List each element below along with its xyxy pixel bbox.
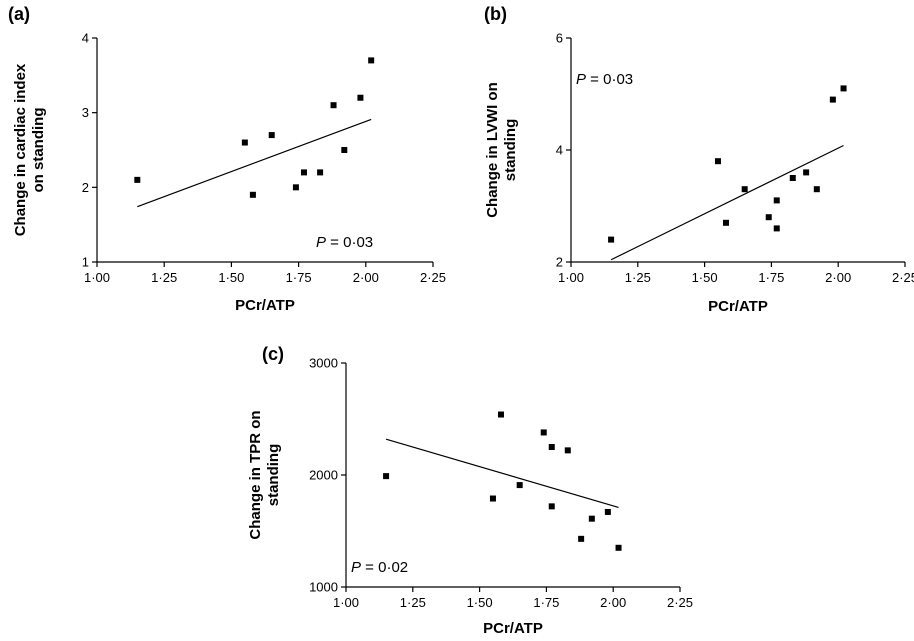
data-point xyxy=(489,495,496,502)
data-point xyxy=(829,96,836,103)
data-point xyxy=(300,169,307,176)
data-point xyxy=(773,197,780,204)
y-tick-label: 2 xyxy=(556,255,563,270)
data-point xyxy=(368,57,375,64)
p-value-symbol: P xyxy=(316,234,326,251)
x-tick-label: 1·00 xyxy=(84,270,110,285)
y-axis-title-line: Change in TPR on xyxy=(247,410,264,539)
x-tick-label: 1·25 xyxy=(400,595,426,610)
data-point xyxy=(588,515,595,522)
data-point xyxy=(714,158,721,165)
p-value-text: = 0·02 xyxy=(361,559,408,576)
y-tick-label: 4 xyxy=(82,31,89,46)
data-point xyxy=(741,186,748,193)
data-point xyxy=(540,429,547,436)
x-tick-label: 1·50 xyxy=(467,595,493,610)
p-value-annotation: P = 0·03 xyxy=(316,234,373,251)
data-point xyxy=(548,444,555,450)
y-axis-title-line: Change in LVWI on xyxy=(484,82,501,218)
p-value-text: = 0·03 xyxy=(326,234,373,251)
p-value-text: = 0·03 xyxy=(586,71,633,88)
data-point xyxy=(317,169,324,176)
x-axis-title: PCr/ATP xyxy=(708,298,768,315)
y-tick-label: 3000 xyxy=(309,356,338,371)
data-point xyxy=(813,186,820,193)
y-axis-title-line: standing xyxy=(265,444,282,507)
data-point xyxy=(615,544,622,551)
data-point xyxy=(564,447,571,454)
x-tick-label: 1·50 xyxy=(692,270,718,285)
p-value-annotation: P = 0·02 xyxy=(351,559,408,576)
data-point xyxy=(608,236,615,243)
data-point xyxy=(803,169,810,176)
x-tick-label: 1·00 xyxy=(333,595,359,610)
panel-c: (c) 1000 2000 3000 1·00 1·25 1·50 1·75 2·00 2·25 P… xyxy=(247,344,693,637)
panel-a: (a) 1 2 3 4 1·00 1·25 1·50 1·75 2·00 2·25 PCr/ATP Ch… xyxy=(8,4,446,314)
x-tick-label: 1·50 xyxy=(218,270,244,285)
x-tick-label: 2·25 xyxy=(667,595,693,610)
y-tick-label: 6 xyxy=(556,31,563,46)
y-tick-label: 4 xyxy=(556,143,563,158)
data-point xyxy=(548,503,555,510)
x-tick-label: 2·00 xyxy=(600,595,626,610)
x-tick-label: 1·75 xyxy=(533,595,559,610)
data-point xyxy=(341,147,348,153)
data-point xyxy=(722,219,729,226)
y-axis-title-line: on standing xyxy=(30,108,47,193)
y-axis-title-line: Change in cardiac index xyxy=(12,63,29,236)
data-point xyxy=(773,225,780,232)
p-value-annotation: P = 0·03 xyxy=(576,71,633,88)
x-tick-label: 2·00 xyxy=(825,270,851,285)
x-tick-label: 1·25 xyxy=(151,270,177,285)
data-point xyxy=(578,535,585,542)
data-point xyxy=(134,176,141,183)
y-tick-label: 2000 xyxy=(309,468,338,483)
data-point xyxy=(241,139,248,146)
x-tick-label: 1·25 xyxy=(625,270,651,285)
y-axis-title-line: standing xyxy=(502,119,519,182)
p-value-symbol: P xyxy=(351,559,361,576)
x-axis-title: PCr/ATP xyxy=(483,620,543,637)
data-point xyxy=(330,102,337,109)
data-point xyxy=(765,214,772,221)
x-tick-label: 2·25 xyxy=(892,270,914,285)
x-tick-label: 2·25 xyxy=(420,270,446,285)
panel-b: (b) 2 4 6 1·00 1·25 1·50 1·75 2·00 2·25 PCr/ATP Cha… xyxy=(484,4,914,315)
regression-line xyxy=(137,118,372,208)
data-point xyxy=(292,184,299,191)
y-tick-label: 2 xyxy=(82,180,89,195)
y-tick-label: 1000 xyxy=(309,580,338,595)
panel-label: (a) xyxy=(8,4,30,24)
p-value-symbol: P xyxy=(576,71,586,88)
y-tick-label: 3 xyxy=(82,105,89,120)
data-point xyxy=(383,473,390,480)
data-point xyxy=(497,411,504,418)
data-point xyxy=(840,85,847,92)
regression-line xyxy=(610,144,844,261)
x-tick-label: 1·00 xyxy=(558,270,584,285)
x-tick-label: 1·75 xyxy=(286,270,312,285)
x-axis-title: PCr/ATP xyxy=(235,297,295,314)
data-point xyxy=(268,132,275,139)
data-point xyxy=(516,482,523,489)
data-point xyxy=(357,94,364,101)
regression-line xyxy=(385,438,619,509)
panel-label: (c) xyxy=(262,344,284,364)
panel-label: (b) xyxy=(484,4,507,24)
x-tick-label: 2·00 xyxy=(353,270,379,285)
y-tick-label: 1 xyxy=(82,255,89,270)
data-point xyxy=(789,175,796,181)
data-point xyxy=(249,191,256,198)
x-tick-label: 1·75 xyxy=(758,270,784,285)
data-point xyxy=(604,508,611,515)
